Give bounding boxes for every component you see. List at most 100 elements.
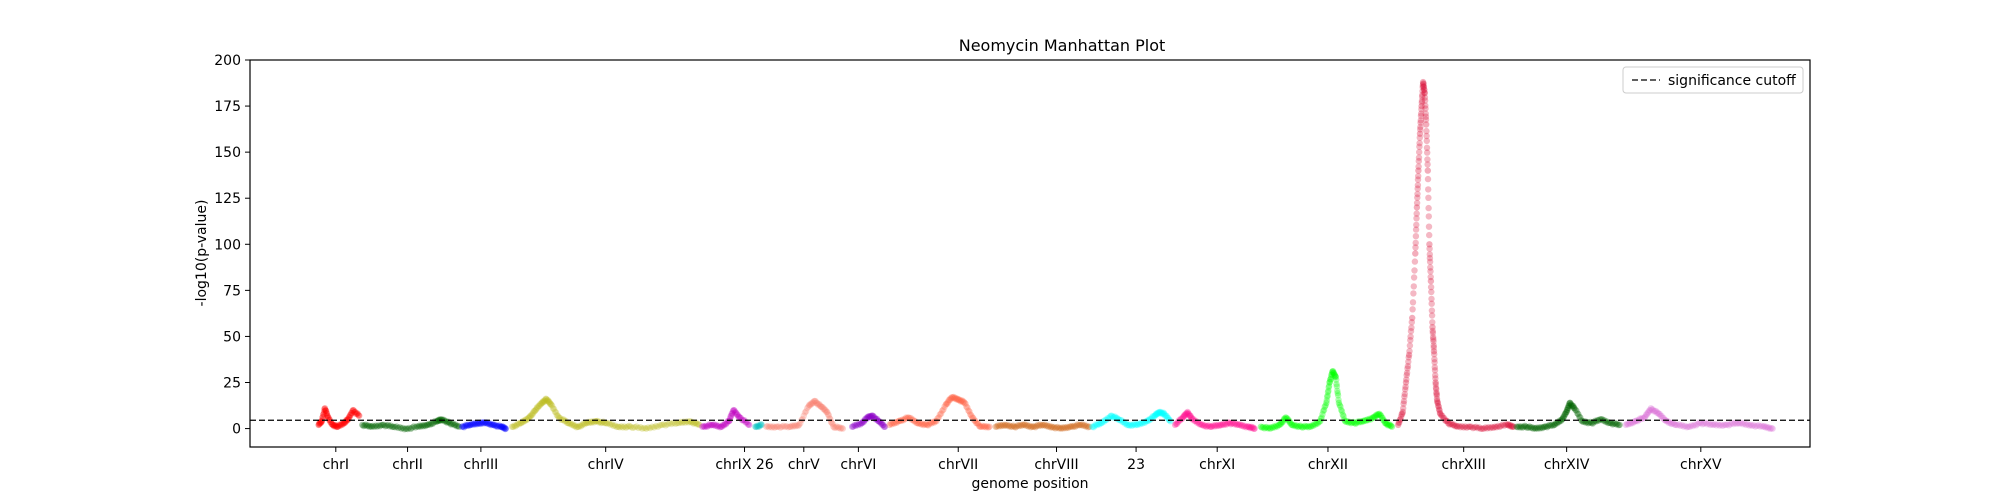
- data-point: [1752, 423, 1759, 430]
- data-point: [1584, 420, 1592, 427]
- data-point: [1261, 425, 1268, 432]
- data-point: [819, 403, 826, 411]
- data-point: [1414, 190, 1421, 198]
- data-point: [349, 406, 357, 414]
- data-point: [1407, 337, 1414, 344]
- data-point: [363, 422, 371, 430]
- data-point: [565, 419, 572, 427]
- data-point: [1714, 421, 1722, 428]
- data-point: [1403, 376, 1410, 383]
- data-point: [707, 422, 714, 429]
- data-point: [724, 417, 732, 425]
- data-point: [1291, 421, 1298, 429]
- data-point: [949, 394, 956, 401]
- data-point: [967, 411, 974, 418]
- data-point: [468, 420, 476, 427]
- data-point: [1333, 380, 1340, 388]
- data-point: [1098, 419, 1106, 427]
- data-point: [1234, 421, 1242, 428]
- data-point: [1414, 181, 1422, 189]
- data-point: [1565, 402, 1573, 409]
- data-point: [1629, 419, 1637, 427]
- data-point: [570, 422, 578, 430]
- data-point: [1487, 424, 1494, 432]
- data-point: [1206, 423, 1214, 430]
- data-point: [1431, 359, 1438, 366]
- data-point: [939, 407, 946, 414]
- data-point: [1233, 421, 1240, 429]
- data-point: [580, 420, 587, 427]
- data-point: [1419, 78, 1427, 86]
- data-point: [427, 421, 434, 428]
- data-point: [1130, 420, 1138, 428]
- data-point: [821, 407, 829, 414]
- data-point: [637, 424, 644, 431]
- data-point: [1675, 421, 1683, 428]
- data-point: [1437, 410, 1444, 417]
- data-point: [810, 399, 817, 407]
- data-point: [1364, 416, 1371, 423]
- data-point: [1725, 422, 1733, 429]
- data-point: [1241, 422, 1249, 429]
- data-point: [1321, 403, 1329, 410]
- data-point: [1115, 416, 1123, 423]
- data-point: [713, 421, 720, 429]
- data-point: [1510, 423, 1517, 430]
- data-point: [393, 423, 400, 430]
- data-point: [1405, 351, 1413, 359]
- data-point: [1290, 422, 1297, 429]
- data-point: [1053, 424, 1060, 431]
- data-point: [418, 422, 426, 429]
- data-point: [1442, 417, 1450, 424]
- data-point: [1573, 407, 1580, 414]
- data-point: [1036, 421, 1044, 428]
- data-point: [1205, 422, 1212, 429]
- data-point: [470, 420, 478, 427]
- data-point: [865, 413, 872, 420]
- data-point: [1148, 414, 1156, 421]
- data-point: [532, 406, 539, 414]
- data-point: [920, 421, 927, 429]
- data-point: [925, 422, 932, 429]
- data-point: [1571, 405, 1578, 412]
- data-point: [1409, 299, 1417, 306]
- data-point: [459, 423, 467, 430]
- data-point: [495, 422, 502, 430]
- data-point: [1164, 414, 1171, 421]
- data-point: [736, 414, 743, 421]
- data-point: [1400, 405, 1407, 412]
- data-point: [946, 397, 953, 404]
- data-point: [1476, 424, 1483, 431]
- data-point: [794, 422, 802, 430]
- data-point: [1595, 417, 1602, 424]
- data-point: [752, 423, 759, 430]
- data-point: [1713, 422, 1720, 429]
- data-point: [947, 395, 954, 402]
- data-point: [943, 400, 950, 407]
- data-point: [334, 423, 341, 430]
- data-point: [652, 422, 660, 430]
- data-point: [979, 422, 986, 429]
- data-point: [323, 410, 330, 417]
- data-point: [1039, 421, 1046, 429]
- data-point: [322, 407, 329, 414]
- data-point: [347, 412, 354, 419]
- data-point: [1444, 419, 1452, 427]
- data-point: [1139, 420, 1146, 427]
- data-point: [591, 418, 599, 425]
- data-point: [1651, 407, 1659, 415]
- data-point: [1686, 423, 1694, 430]
- data-point: [1749, 422, 1756, 429]
- data-point: [384, 421, 392, 429]
- data-point: [1446, 421, 1453, 428]
- data-point: [1306, 423, 1313, 430]
- data-point: [1260, 423, 1267, 431]
- data-point: [453, 423, 460, 430]
- data-point: [1091, 422, 1098, 429]
- data-point: [1425, 186, 1432, 193]
- data-point: [1545, 422, 1552, 430]
- data-point: [428, 420, 435, 427]
- data-point: [562, 417, 570, 425]
- data-point: [1106, 413, 1114, 420]
